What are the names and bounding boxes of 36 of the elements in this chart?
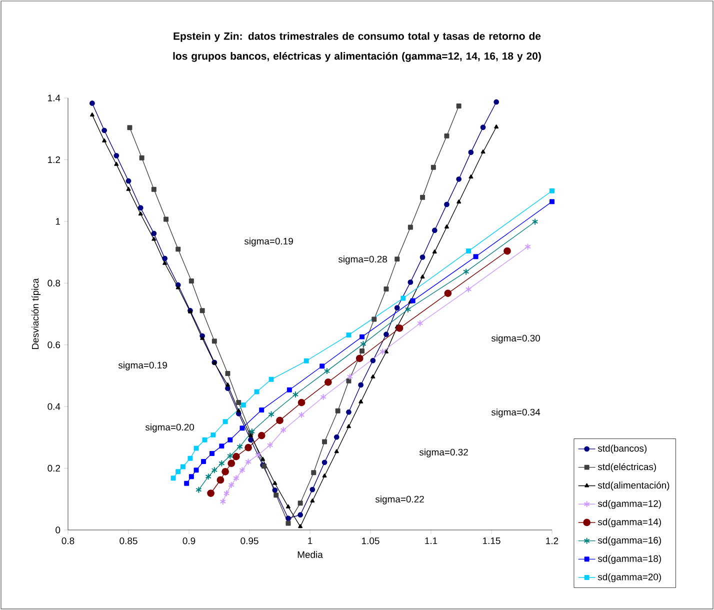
x-tick-label: 0.85 [120,538,138,544]
x-tick-label: 0.8 [62,538,74,544]
legend-label: sd(gamma=12) [598,500,661,509]
y-tick-label: 1 [56,218,60,225]
legend-label: sd(gamma=20) [598,573,661,582]
y-axis-title: Desviación típica [32,278,40,349]
annotation: sigma=0.30 [491,334,540,344]
legend-label: sd(gamma=18) [598,554,661,564]
x-tick-label: 0.9 [182,538,196,544]
y-tick-label: 1.4 [48,94,60,102]
y-tick-label: 0.2 [48,464,60,472]
x-tick-label: 1.1 [425,538,438,544]
x-tick-label: 1 [308,538,312,544]
y-tick-label: 0 [56,526,60,534]
annotation: sigma=0.19 [118,362,167,370]
annotation: sigma=0.34 [491,408,540,418]
legend-label: sd(gamma=16) [598,536,661,546]
legend-label: std(bancos) [598,444,647,454]
legend-label: std(eléctricas) [598,463,656,472]
legend-label: sd(gamma=14) [598,518,661,528]
x-tick-label: 1.05 [362,538,380,544]
chart-title: Epstein y Zin: datos trimestrales de consumo total y tasas de retorno de los grupos bancos, eléctricas y alimentación (gamma=12, 14, 16, 18 y 20) [173,32,541,62]
annotation: sigma=0.32 [419,448,468,458]
x-tick-label: 1.2 [546,538,558,544]
annotation: sigma=0.19 [244,238,293,246]
legend-label: std(alimentación) [598,482,670,490]
y-tick-label: 0.4 [48,403,60,410]
annotation: sigma=0.28 [338,256,387,264]
annotation: sigma=0.20 [145,424,194,432]
x-tick-label: 0.95 [240,538,258,544]
x-axis-title: Media [298,551,323,558]
y-tick-label: 0.8 [48,280,60,286]
annotation: sigma=0.22 [375,496,424,504]
y-tick-label: 0.6 [48,341,60,348]
x-tick-label: 1.15 [483,538,500,544]
y-tick-label: 1.2 [48,156,60,164]
